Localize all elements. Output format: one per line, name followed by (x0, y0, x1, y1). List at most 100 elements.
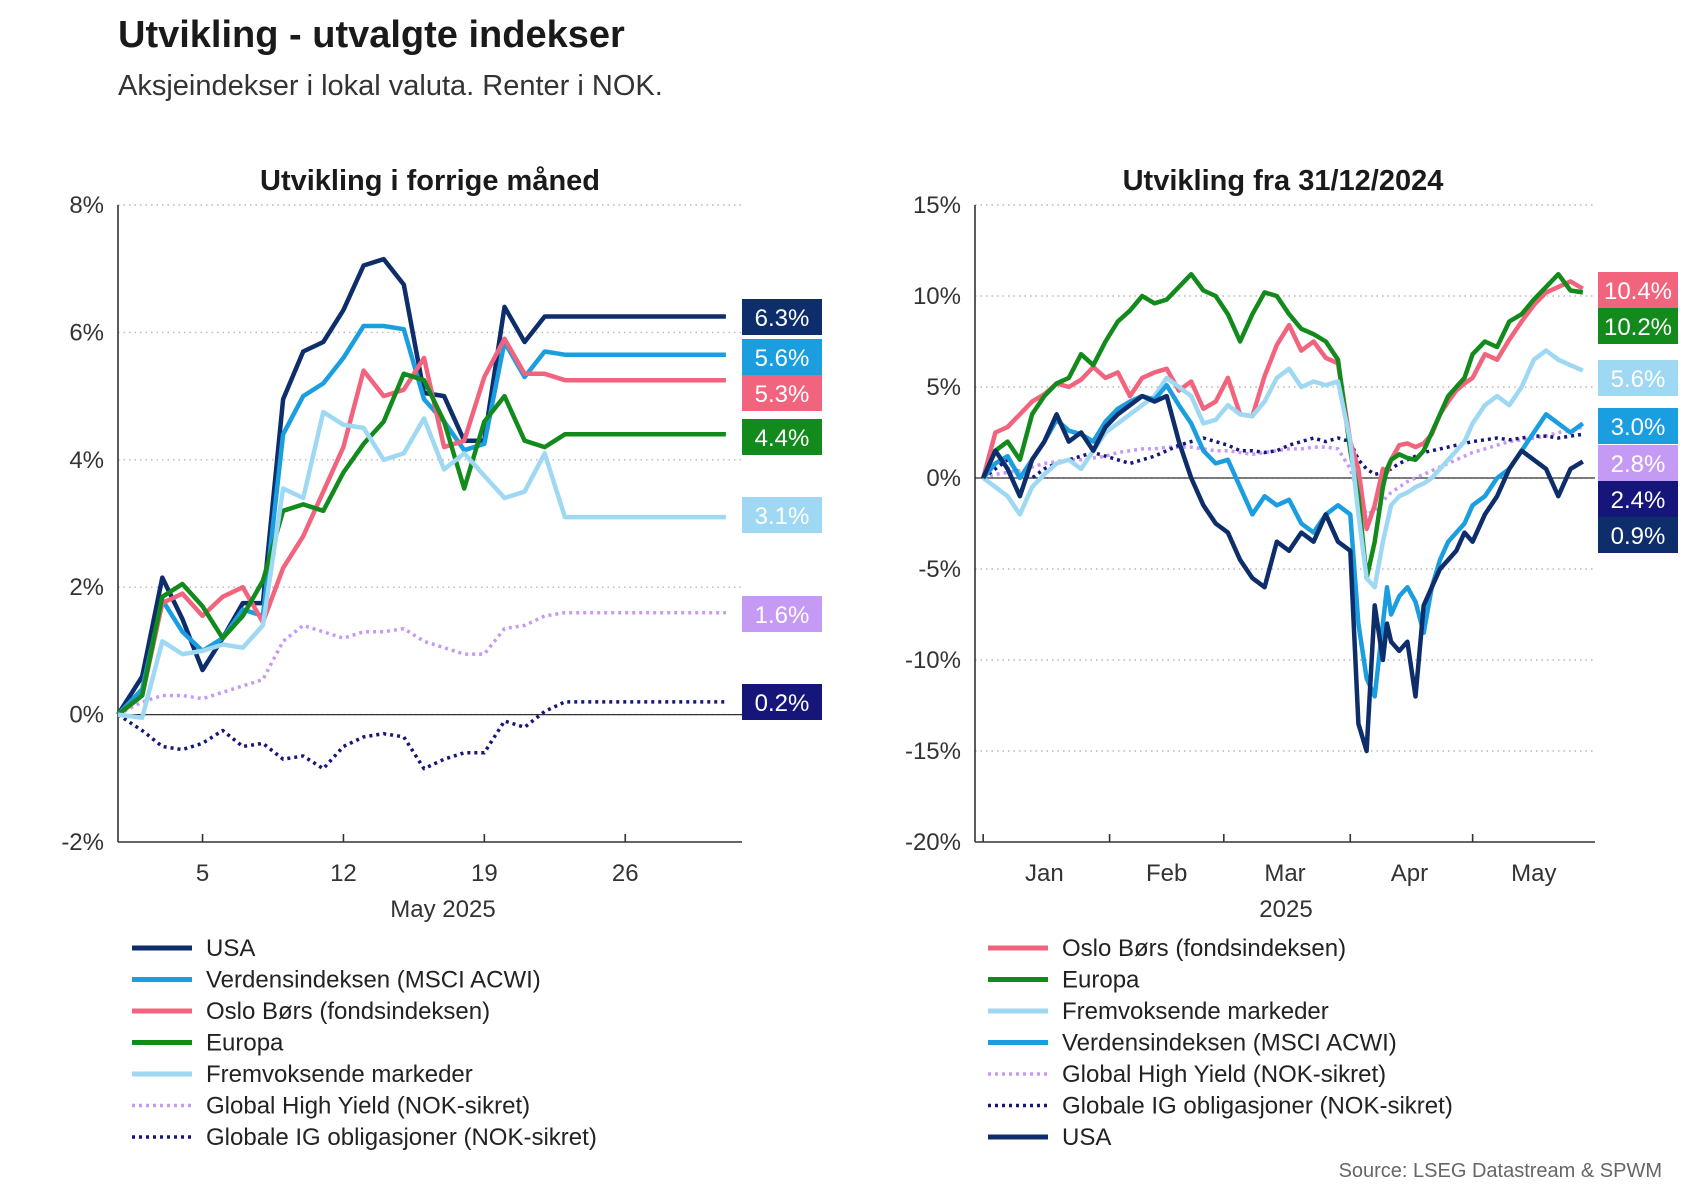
end-value-label: 0.2% (755, 690, 810, 717)
x-tick-label: Apr (1391, 860, 1428, 887)
end-value-badge-ig: 2.4% (1598, 481, 1678, 517)
legend-label: Oslo Børs (fondsindeksen) (206, 998, 490, 1025)
y-tick-label: 2% (69, 574, 104, 601)
end-value-badge-bg (1598, 408, 1678, 444)
chart-monthly: Utvikling i forrige måned May 2025 -2% 0%… (61, 165, 822, 1151)
chart-ytd-xlabel: 2025 (1259, 896, 1312, 923)
series-line-msci (981, 382, 1585, 699)
x-tick-label: 12 (330, 860, 357, 887)
series-line-usa (981, 393, 1584, 754)
y-tick-label: -10% (905, 647, 961, 674)
chart-monthly-title: Utvikling i forrige måned (260, 165, 600, 197)
page-title: Utvikling - utvalgte indekser (118, 14, 625, 56)
y-tick-label: 5% (926, 374, 961, 401)
legend-label: USA (206, 935, 255, 962)
legend-label: Global High Yield (NOK-sikret) (1062, 1061, 1386, 1088)
legend-item-ig: Globale IG obligasjoner (NOK-sikret) (132, 1124, 597, 1151)
end-value-label: 5.6% (755, 345, 810, 372)
end-value-label: 3.0% (1611, 414, 1666, 441)
end-value-badge-bg (742, 684, 822, 720)
series-line-hy (982, 425, 1584, 517)
end-value-badge-ig: 0.2% (742, 684, 822, 720)
page-subtitle: Aksjeindekser i lokal valuta. Renter i N… (118, 70, 663, 102)
legend-label: Europa (1062, 967, 1140, 994)
y-tick-label: -15% (905, 738, 961, 765)
legend-label: Verdensindeksen (MSCI ACWI) (206, 967, 541, 994)
end-value-badge-hy: 2.8% (1598, 445, 1678, 481)
legend-label: Europa (206, 1030, 284, 1057)
series-line-europa (981, 271, 1584, 581)
end-value-label: 10.2% (1604, 314, 1672, 341)
series-line-europa (116, 371, 726, 717)
end-value-badge-bg (1598, 445, 1678, 481)
end-value-badge-bg (1598, 360, 1678, 396)
chart-ytd-title: Utvikling fra 31/12/2024 (1123, 165, 1444, 197)
end-value-badge-hy: 1.6% (742, 596, 822, 632)
y-tick-label: 6% (69, 319, 104, 346)
end-value-badge-bg (742, 596, 822, 632)
x-tick-label: Mar (1264, 860, 1305, 887)
x-tick-label: 26 (612, 860, 639, 887)
legend-item-europa: Europa (132, 1030, 284, 1057)
end-value-label: 5.6% (1611, 366, 1666, 393)
legend-item-oslo: Oslo Børs (fondsindeksen) (988, 935, 1346, 962)
end-value-label: 5.3% (755, 381, 810, 408)
end-value-badge-europa: 4.4% (742, 419, 822, 455)
x-tick-label: May (1511, 860, 1556, 887)
x-tick-label: 5 (196, 860, 209, 887)
end-value-label: 3.1% (755, 503, 810, 530)
legend-item-oslo: Oslo Børs (fondsindeksen) (132, 998, 490, 1025)
legend-item-europa: Europa (988, 967, 1140, 994)
y-tick-label: 15% (913, 192, 961, 219)
legend-item-msci: Verdensindeksen (MSCI ACWI) (988, 1030, 1397, 1057)
end-value-badge-bg (742, 375, 822, 411)
end-value-badge-bg (742, 299, 822, 335)
end-value-badge-bg (1598, 308, 1678, 344)
end-value-badge-bg (742, 497, 822, 533)
end-value-badge-usa: 0.9% (1598, 517, 1678, 553)
chart-ytd: Utvikling fra 31/12/2024 2025 -20% -15% -1… (905, 165, 1678, 1151)
end-value-badge-bg (1598, 272, 1678, 308)
end-value-label: 4.4% (755, 425, 810, 452)
legend-item-usa: USA (988, 1124, 1111, 1151)
chart-monthly-xlabel: May 2025 (390, 896, 495, 923)
legend-label: Globale IG obligasjoner (NOK-sikret) (206, 1124, 597, 1151)
y-tick-label: -20% (905, 829, 961, 856)
end-value-label: 10.4% (1604, 278, 1672, 305)
legend-label: Oslo Børs (fondsindeksen) (1062, 935, 1346, 962)
end-value-label: 0.9% (1611, 523, 1666, 550)
source-note: Source: LSEG Datastream & SPWM (1338, 1160, 1662, 1182)
series-line-em (117, 409, 726, 721)
y-tick-label: 10% (913, 283, 961, 310)
end-value-badge-bg (1598, 517, 1678, 553)
legend-item-msci: Verdensindeksen (MSCI ACWI) (132, 967, 541, 994)
end-value-label: 6.3% (755, 305, 810, 332)
end-value-badge-bg (742, 339, 822, 375)
y-tick-label: -5% (918, 556, 961, 583)
end-value-badge-oslo: 5.3% (742, 375, 822, 411)
end-value-badge-europa: 10.2% (1598, 308, 1678, 344)
series-line-oslo (981, 279, 1584, 532)
end-value-badge-em: 3.1% (742, 497, 822, 533)
end-value-badge-oslo: 10.4% (1598, 272, 1678, 308)
end-value-badge-msci: 5.6% (742, 339, 822, 375)
series-line-oslo (116, 336, 726, 717)
end-value-label: 2.8% (1611, 451, 1666, 478)
x-tick-label: 19 (471, 860, 498, 887)
series-line-ig (117, 700, 726, 771)
series-line-hy (117, 610, 726, 717)
series-line-ig (982, 432, 1584, 480)
legend-item-ig: Globale IG obligasjoner (NOK-sikret) (988, 1093, 1453, 1120)
y-tick-label: -2% (61, 829, 104, 856)
end-value-badge-msci: 3.0% (1598, 408, 1678, 444)
y-tick-label: 8% (69, 192, 104, 219)
end-value-label: 1.6% (755, 602, 810, 629)
legend-item-hy: Global High Yield (NOK-sikret) (988, 1061, 1386, 1088)
y-tick-label: 0% (69, 702, 104, 729)
end-value-badge-bg (1598, 481, 1678, 517)
x-tick-label: Feb (1146, 860, 1187, 887)
legend-label: Verdensindeksen (MSCI ACWI) (1062, 1030, 1397, 1057)
y-tick-label: 0% (926, 465, 961, 492)
end-value-badge-usa: 6.3% (742, 299, 822, 335)
